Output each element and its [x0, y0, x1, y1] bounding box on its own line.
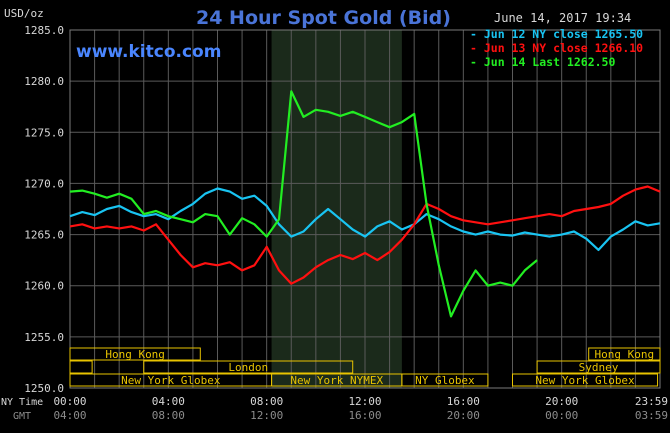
x-tick-ny-1: 04:00 [152, 395, 185, 408]
unit-label: USD/oz [4, 7, 44, 20]
x-axis-ticks: 00:0004:0004:0008:0008:0012:0012:0016:00… [53, 395, 668, 422]
y-tick-7: 1250.0 [24, 382, 64, 395]
session-box-4 [536, 360, 661, 374]
session-label-7: NY Globex [415, 374, 475, 387]
legend: - Jun 12 NY close 1265.50- Jun 13 NY clo… [470, 27, 643, 69]
x-tick-gmt-5: 00:00 [545, 409, 578, 422]
y-axis-ticks: 1285.0 1280.0 1275.0 1270.0 1265.0 1260.0 1255… [24, 24, 64, 395]
session-box-7 [401, 373, 489, 387]
x-tick-gmt-0: 04:00 [53, 409, 86, 422]
legend-entry-2: - Jun 14 Last 1262.50 [470, 55, 615, 69]
session-box-8 [512, 373, 659, 387]
x-tick-gmt-2: 12:00 [250, 409, 283, 422]
chart-title: 24 Hour Spot Gold (Bid) [196, 7, 451, 29]
x-tick-ny-3: 12:00 [348, 395, 381, 408]
session-label-5: New York Globex [121, 374, 221, 387]
x-tick-gmt-3: 16:00 [348, 409, 381, 422]
y-tick-0: 1285.0 [24, 24, 64, 37]
y-tick-4: 1265.0 [24, 229, 64, 242]
session-label-6: New York NYMEX [290, 374, 383, 387]
series-lines [69, 90, 661, 318]
nymex-shaded-region [271, 30, 402, 388]
x-tick-ny-0: 00:00 [53, 395, 86, 408]
series-line-1 [69, 185, 661, 285]
timestamp: June 14, 2017 19:34 [494, 11, 631, 25]
series-line-2 [69, 90, 538, 318]
y-tick-6: 1255.0 [24, 331, 64, 344]
legend-entry-0: - Jun 12 NY close 1265.50 [470, 27, 643, 41]
session-label-8: New York Globex [535, 374, 635, 387]
y-tick-1: 1280.0 [24, 75, 64, 88]
series-line-0 [69, 187, 661, 251]
session-box-1 [588, 347, 661, 361]
x-tick-ny-4: 16:00 [447, 395, 480, 408]
session-box-2 [69, 360, 93, 374]
x-tick-gmt-6: 03:59 [635, 409, 668, 422]
kitco-brand-link[interactable]: www.kitco.com [76, 42, 221, 62]
grid-lines [69, 29, 661, 389]
y-tick-3: 1270.0 [24, 177, 64, 190]
session-box-3 [143, 360, 354, 374]
x-tick-gmt-1: 08:00 [152, 409, 185, 422]
session-label-1: Hong Kong [595, 348, 655, 361]
session-box-0 [69, 347, 201, 361]
session-label-0: Hong Kong [105, 348, 165, 361]
gmt-label: GMT [13, 411, 31, 422]
ny-time-label: NY Time [1, 397, 43, 408]
x-tick-ny-5: 20:00 [545, 395, 578, 408]
legend-entry-1: - Jun 13 NY close 1266.10 [470, 41, 643, 55]
y-tick-5: 1260.0 [24, 280, 64, 293]
plot-frame [69, 29, 661, 389]
y-tick-2: 1275.0 [24, 126, 64, 139]
session-label-4: Sydney [579, 361, 619, 374]
x-tick-ny-6: 23:59 [635, 395, 668, 408]
x-tick-ny-2: 08:00 [250, 395, 283, 408]
x-tick-gmt-4: 20:00 [447, 409, 480, 422]
session-label-3: London [228, 361, 268, 374]
